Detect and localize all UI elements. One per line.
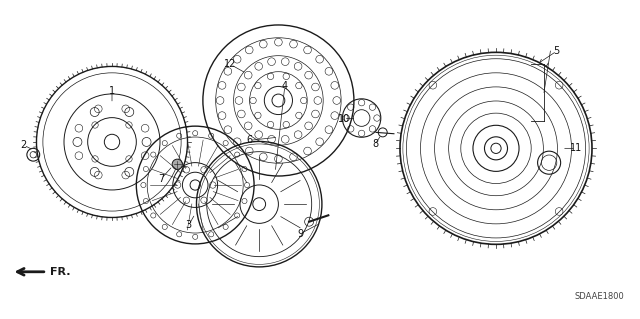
Text: FR.: FR. (50, 267, 70, 277)
Text: 1: 1 (109, 86, 115, 96)
Text: 10: 10 (337, 114, 350, 124)
Text: 12: 12 (224, 59, 237, 70)
Text: 11: 11 (570, 143, 582, 153)
Text: 6: 6 (246, 135, 253, 145)
Text: 7: 7 (158, 174, 164, 184)
Text: 9: 9 (298, 228, 304, 239)
Ellipse shape (172, 159, 182, 169)
Text: 3: 3 (186, 220, 192, 230)
Text: 5: 5 (554, 46, 560, 56)
Text: 2: 2 (20, 140, 27, 150)
Text: 8: 8 (372, 139, 378, 149)
Text: SDAAE1800: SDAAE1800 (574, 293, 624, 301)
Text: 4: 4 (282, 81, 288, 91)
